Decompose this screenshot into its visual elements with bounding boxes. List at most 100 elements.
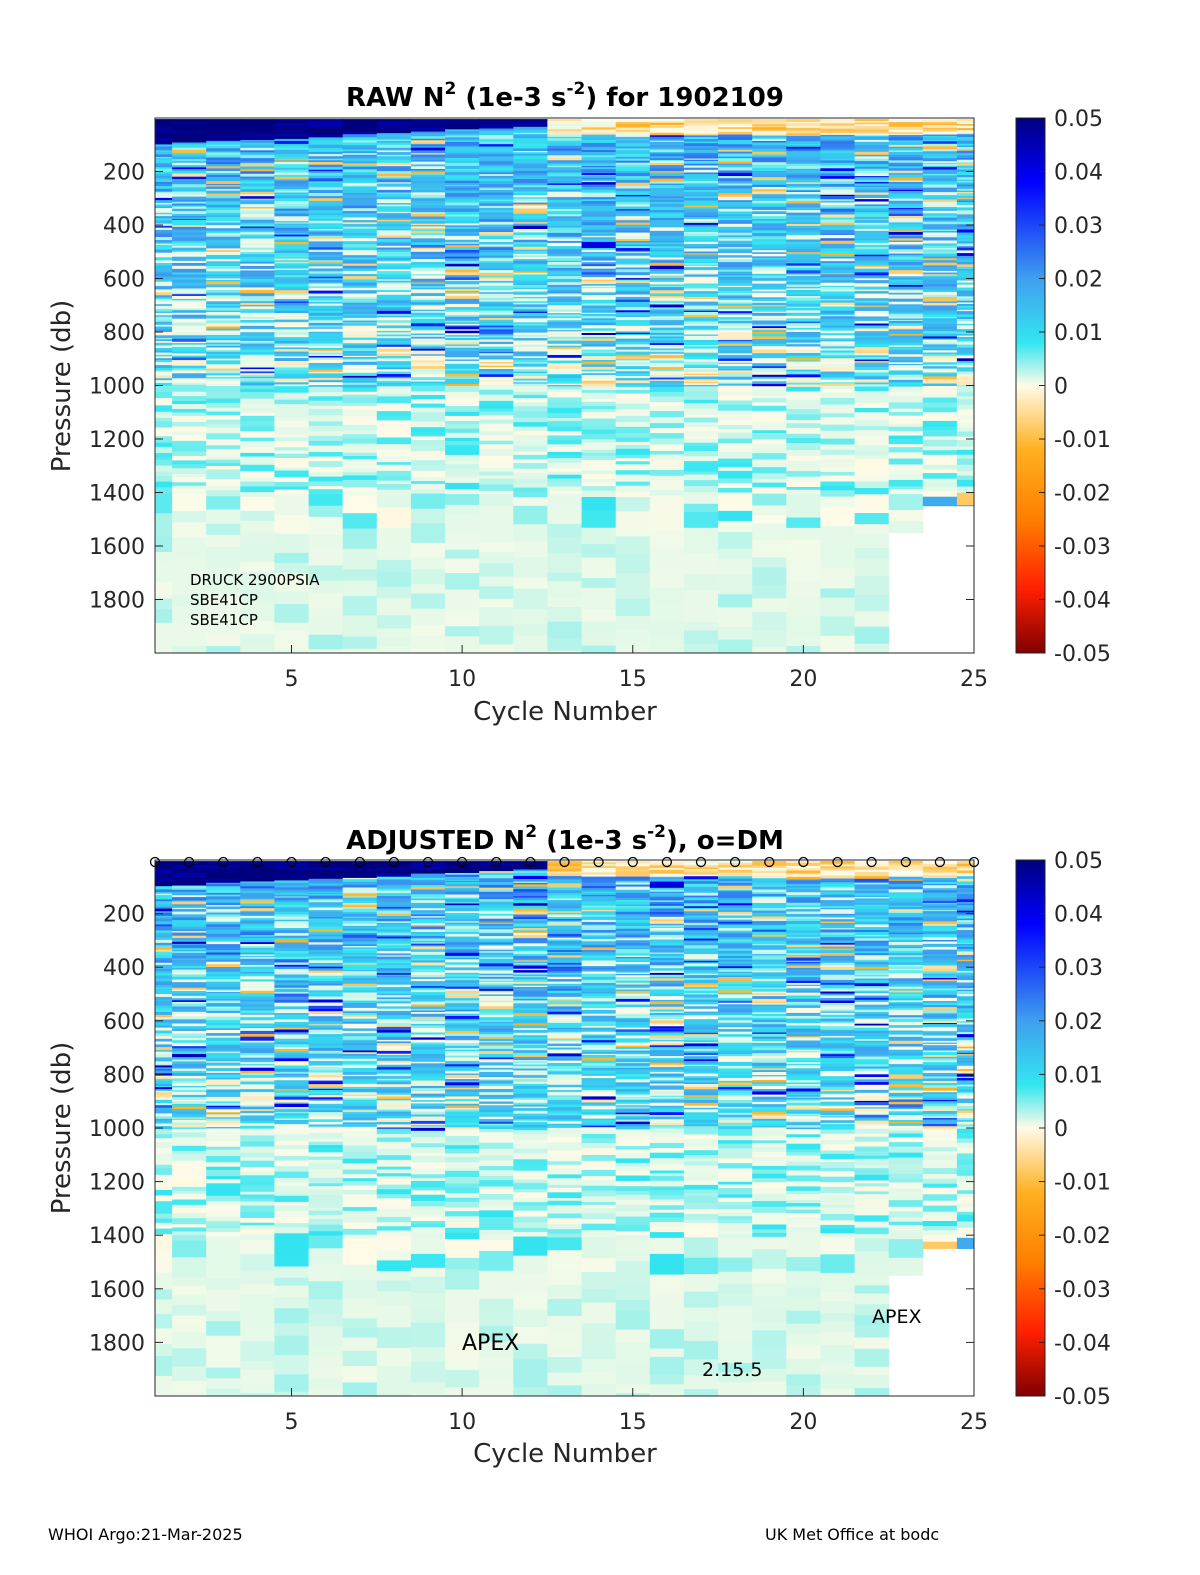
heatmap-cell <box>274 921 310 923</box>
heatmap-cell <box>206 1035 241 1039</box>
heatmap-cell <box>308 380 344 383</box>
heatmap-cell <box>308 254 344 258</box>
heatmap-cell <box>308 990 344 993</box>
heatmap-cell <box>410 569 446 585</box>
heatmap-cell <box>155 1239 173 1252</box>
heatmap-cell <box>581 245 617 249</box>
heatmap-cell <box>342 161 378 164</box>
heatmap-cell <box>445 310 480 313</box>
heatmap-cell <box>172 1064 207 1067</box>
heatmap-cell <box>820 267 856 271</box>
heatmap-cell <box>854 170 890 174</box>
heatmap-cell <box>240 464 275 472</box>
heatmap-cell <box>888 209 924 212</box>
heatmap-cell <box>956 196 974 199</box>
heatmap-cell <box>376 257 412 261</box>
heatmap-cell <box>615 182 651 187</box>
heatmap-cell <box>786 255 821 259</box>
heatmap-cell <box>274 278 310 282</box>
heatmap-cell <box>649 290 685 294</box>
heatmap-cell <box>342 235 378 239</box>
heatmap-cell <box>240 886 275 889</box>
heatmap-cell <box>172 322 207 327</box>
heatmap-cell <box>513 174 548 177</box>
heatmap-cell <box>206 427 241 434</box>
heatmap-cell <box>206 171 241 174</box>
heatmap-cell <box>718 134 753 139</box>
heatmap-cell <box>581 180 617 183</box>
heatmap-cell <box>581 216 617 220</box>
heatmap-cell <box>172 179 207 181</box>
heatmap-cell <box>820 300 856 304</box>
heatmap-cell <box>956 214 974 218</box>
heatmap-cell <box>342 255 378 258</box>
heatmap-cell <box>956 162 974 165</box>
heatmap-cell <box>683 486 719 493</box>
heatmap-cell <box>376 300 412 304</box>
heatmap-cell <box>922 314 958 318</box>
heatmap-cell <box>274 437 310 442</box>
heatmap-cell <box>718 248 753 252</box>
heatmap-cell <box>155 939 173 944</box>
heatmap-cell <box>206 1216 241 1222</box>
heatmap-cell <box>479 363 514 367</box>
heatmap-cell <box>206 592 241 606</box>
heatmap-cell <box>274 341 310 344</box>
heatmap-cell <box>649 338 685 341</box>
heatmap-cell <box>342 364 378 369</box>
heatmap-cell <box>581 146 617 148</box>
heatmap-cell <box>240 236 275 239</box>
heatmap-cell <box>342 369 378 374</box>
heatmap-cell <box>718 164 753 168</box>
heatmap-cell <box>888 415 924 420</box>
heatmap-cell <box>888 188 924 191</box>
heatmap-cell <box>155 131 173 136</box>
heatmap-cell <box>342 145 378 148</box>
heatmap-cell <box>410 366 446 370</box>
heatmap-cell <box>547 264 583 267</box>
heatmap-cell <box>547 621 583 639</box>
heatmap-cell <box>308 1074 344 1078</box>
heatmap-cell <box>649 185 685 189</box>
heatmap-cell <box>172 191 207 196</box>
heatmap-cell <box>445 344 480 347</box>
heatmap-cell <box>752 156 787 158</box>
heatmap-cell <box>206 1072 241 1075</box>
heatmap-cell <box>888 132 924 135</box>
heatmap-cell <box>308 880 344 884</box>
heatmap-cell <box>206 330 241 334</box>
heatmap-cell <box>752 154 787 157</box>
heatmap-cell <box>445 406 480 413</box>
heatmap-cell <box>274 258 310 261</box>
heatmap-cell <box>752 567 787 586</box>
heatmap-cell <box>206 938 241 942</box>
heatmap-cell <box>172 993 207 996</box>
heatmap-cell <box>786 361 821 365</box>
heatmap-cell <box>513 289 548 292</box>
heatmap-cell <box>172 1160 207 1167</box>
heatmap-cell <box>922 134 958 137</box>
heatmap-cell <box>786 476 821 483</box>
heatmap-cell <box>445 368 480 372</box>
heatmap-cell <box>206 213 241 216</box>
heatmap-cell <box>155 344 173 347</box>
heatmap-cell <box>206 378 241 382</box>
heatmap-cell <box>410 460 446 466</box>
heatmap-cell <box>820 616 856 637</box>
heatmap-cell <box>206 231 241 234</box>
heatmap-cell <box>854 224 890 228</box>
heatmap-cell <box>172 165 207 168</box>
heatmap-cell <box>718 293 753 295</box>
heatmap-cell <box>308 200 344 204</box>
heatmap-cell <box>683 474 719 481</box>
heatmap-cell <box>206 1068 241 1072</box>
heatmap-cell <box>206 301 241 305</box>
heatmap-cell <box>513 160 548 164</box>
heatmap-cell <box>649 122 685 126</box>
heatmap-cell <box>718 335 753 340</box>
heatmap-cell <box>172 240 207 244</box>
heatmap-cell <box>274 1013 310 1016</box>
heatmap-cell <box>445 326 480 330</box>
heatmap-cell <box>649 385 685 388</box>
heatmap-cell <box>513 238 548 241</box>
